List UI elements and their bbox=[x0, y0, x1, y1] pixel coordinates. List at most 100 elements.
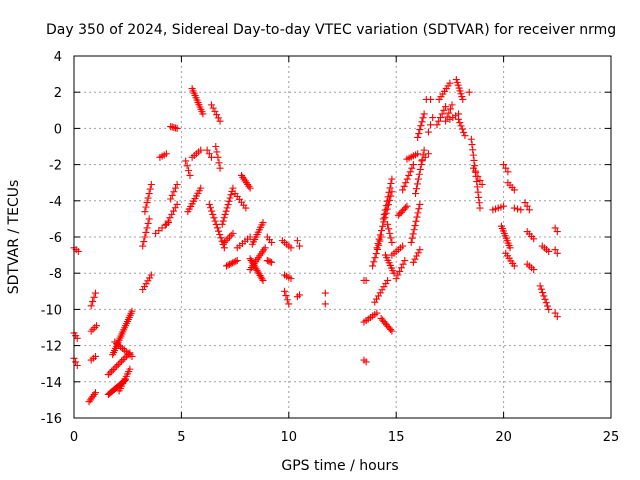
y-axis-label: SDTVAR / TECUs bbox=[6, 180, 22, 295]
data-point bbox=[147, 271, 155, 279]
data-point bbox=[553, 228, 561, 236]
data-point bbox=[386, 229, 394, 237]
data-point bbox=[411, 255, 419, 263]
data-point bbox=[384, 220, 392, 228]
data-point bbox=[440, 106, 448, 114]
data-point bbox=[226, 233, 234, 241]
data-point bbox=[173, 181, 181, 189]
data-point bbox=[414, 175, 422, 183]
data-point bbox=[203, 146, 211, 154]
data-point bbox=[321, 300, 329, 308]
data-point bbox=[510, 186, 518, 194]
data-point bbox=[91, 389, 99, 397]
data-point bbox=[427, 95, 435, 103]
data-point bbox=[111, 364, 119, 372]
data-point bbox=[409, 161, 417, 169]
data-point bbox=[542, 299, 550, 307]
data-point bbox=[219, 217, 227, 225]
data-point bbox=[229, 229, 237, 237]
data-point bbox=[408, 164, 416, 172]
data-points bbox=[70, 76, 561, 406]
data-point bbox=[209, 104, 217, 112]
data-point bbox=[392, 275, 400, 283]
data-point bbox=[381, 206, 389, 214]
data-point bbox=[415, 130, 423, 138]
data-point bbox=[374, 292, 382, 300]
data-point bbox=[380, 210, 388, 218]
data-point bbox=[377, 227, 385, 235]
data-point bbox=[258, 275, 266, 283]
data-point bbox=[540, 292, 548, 300]
data-point bbox=[167, 195, 175, 203]
data-point bbox=[409, 230, 417, 238]
data-point bbox=[281, 287, 289, 295]
data-point bbox=[218, 220, 226, 228]
data-point bbox=[470, 156, 478, 164]
data-point bbox=[545, 305, 553, 313]
data-point bbox=[384, 193, 392, 201]
data-point bbox=[421, 153, 429, 161]
data-point bbox=[415, 205, 423, 213]
data-point bbox=[185, 167, 193, 175]
x-tick-label: 20 bbox=[495, 430, 512, 445]
data-point bbox=[145, 190, 153, 198]
data-point bbox=[93, 322, 101, 330]
data-point bbox=[427, 121, 435, 129]
data-point bbox=[411, 222, 419, 230]
data-point bbox=[424, 128, 432, 136]
data-point bbox=[551, 309, 559, 317]
plot-frame bbox=[73, 55, 612, 419]
data-point bbox=[225, 197, 233, 205]
data-point bbox=[173, 200, 181, 208]
data-point bbox=[139, 242, 147, 250]
data-point bbox=[553, 313, 561, 321]
data-point bbox=[384, 276, 392, 284]
data-point bbox=[168, 210, 176, 218]
data-point bbox=[417, 161, 425, 169]
data-point bbox=[418, 118, 426, 126]
y-tick-label: -12 bbox=[41, 340, 62, 355]
data-point bbox=[474, 172, 482, 180]
data-point bbox=[206, 204, 214, 212]
data-point bbox=[506, 244, 514, 252]
data-point bbox=[109, 366, 117, 374]
y-tick-label: -4 bbox=[49, 195, 62, 210]
data-point bbox=[73, 334, 81, 342]
data-point bbox=[553, 249, 561, 257]
data-point bbox=[465, 88, 473, 96]
data-point bbox=[387, 326, 395, 334]
data-point bbox=[461, 132, 469, 140]
data-point bbox=[141, 208, 149, 216]
data-point bbox=[388, 175, 396, 183]
data-point bbox=[376, 231, 384, 239]
data-point bbox=[232, 257, 240, 265]
data-point bbox=[114, 361, 122, 369]
data-point bbox=[429, 114, 437, 122]
data-point bbox=[442, 117, 450, 125]
data-point bbox=[442, 103, 450, 111]
data-point bbox=[376, 289, 384, 297]
data-point bbox=[224, 201, 232, 209]
data-point bbox=[168, 191, 176, 199]
data-point bbox=[379, 222, 387, 230]
data-point bbox=[372, 250, 380, 258]
data-point bbox=[223, 262, 231, 270]
data-point bbox=[221, 210, 229, 218]
data-point bbox=[390, 269, 398, 277]
data-point bbox=[530, 266, 538, 274]
data-point bbox=[470, 164, 478, 172]
data-point bbox=[371, 254, 379, 262]
data-point bbox=[227, 260, 235, 268]
data-point bbox=[126, 365, 134, 373]
data-point bbox=[409, 258, 417, 266]
data-point bbox=[403, 202, 411, 210]
data-point bbox=[214, 153, 222, 161]
data-point bbox=[504, 168, 512, 176]
data-point bbox=[457, 122, 465, 130]
data-point bbox=[296, 291, 304, 299]
data-point bbox=[454, 115, 462, 123]
x-tick-label: 25 bbox=[603, 430, 620, 445]
data-point bbox=[375, 235, 383, 243]
data-point bbox=[212, 143, 220, 150]
data-point bbox=[424, 150, 432, 158]
